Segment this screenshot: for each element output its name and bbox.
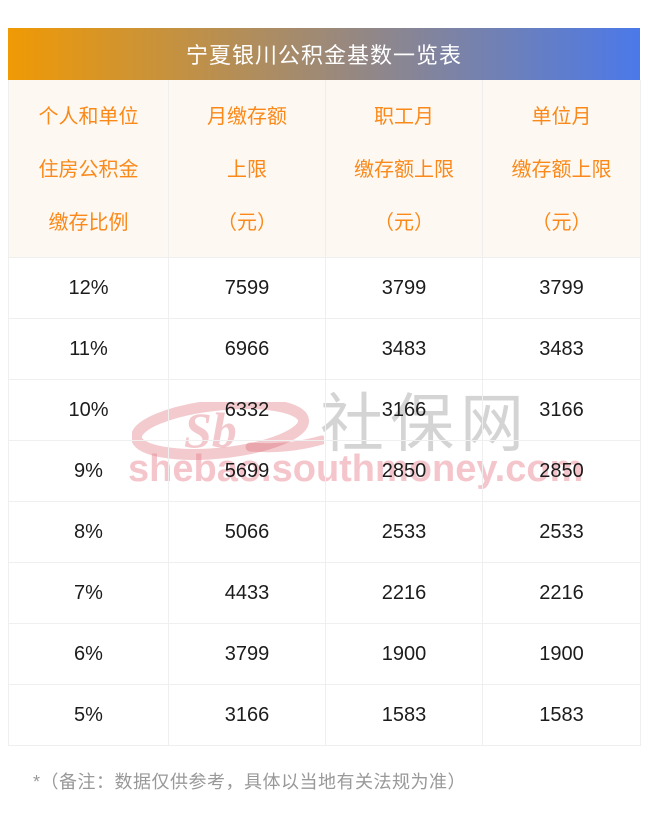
table-row: 5% 3166 1583 1583 [9,685,641,746]
ratio-cell: 10% [9,380,169,441]
value-cell: 3799 [483,258,641,319]
table-row: 11% 6966 3483 3483 [9,319,641,380]
ratio-cell: 5% [9,685,169,746]
header-line: 个人和单位 [38,106,139,128]
header-line: （元） [531,212,592,234]
header-cell-col2: 月缴存额上限 （元） [169,80,326,258]
table-row: 10% 6332 3166 3166 [9,380,641,441]
header-line: （元） [217,212,277,234]
value-cell: 3166 [169,685,326,746]
value-cell: 4433 [169,563,326,624]
header-cell-col3: 职工月缴存额上限 （元） [326,80,483,258]
table-title: 宁夏银川公积金基数一览表 [185,43,462,68]
footnote: *（备注：数据仅供参考，具体以当地有关法规为准） [33,772,467,792]
value-cell: 1583 [326,685,483,746]
value-cell: 3166 [483,380,641,441]
value-cell: 2850 [326,441,483,502]
value-cell: 3799 [169,624,326,685]
value-cell: 6966 [169,319,326,380]
value-cell: 3483 [326,319,483,380]
table-body: 12% 7599 3799 3799 11% 6966 3483 3483 10% 6332 316… [9,258,641,746]
value-cell: 3483 [483,319,641,380]
table-row: 9% 5699 2850 2850 [9,441,641,502]
value-cell: 2533 [483,502,641,563]
ratio-cell: 9% [9,441,169,502]
header-line: 住房公积金 [38,159,139,181]
value-cell: 1583 [483,685,641,746]
header-line: （元） [374,212,434,234]
value-cell: 5699 [169,441,326,502]
value-cell: 6332 [169,380,326,441]
ratio-cell: 7% [9,563,169,624]
header-line: 缴存额上限 [354,159,454,181]
table-row: 6% 3799 1900 1900 [9,624,641,685]
value-cell: 2216 [483,563,641,624]
table-header-row: 个人和单位 住房公积金 缴存比例 月缴存额 上限 （元） 职工月 缴存额上限 （元） 单位月 缴存额… [9,80,641,258]
header-line: 月缴存额 [207,106,287,128]
table-row: 12% 7599 3799 3799 [9,258,641,319]
value-cell: 3799 [326,258,483,319]
value-cell: 1900 [483,624,641,685]
value-cell: 2216 [326,563,483,624]
value-cell: 1900 [326,624,483,685]
ratio-cell: 6% [9,624,169,685]
value-cell: 3166 [326,380,483,441]
header-line: 单位月 [531,106,592,128]
value-cell: 2850 [483,441,641,502]
header-line: 缴存比例 [48,212,129,234]
header-cell-col4: 单位月缴存额上限 （元） [483,80,641,258]
header-line: 缴存额上限 [511,159,612,181]
table-row: 8% 5066 2533 2533 [9,502,641,563]
ratio-cell: 12% [9,258,169,319]
ratio-cell: 8% [9,502,169,563]
ratio-cell: 11% [9,319,169,380]
value-cell: 5066 [169,502,326,563]
table-row: 7% 4433 2216 2216 [9,563,641,624]
value-cell: 7599 [169,258,326,319]
header-line: 职工月 [374,106,434,128]
value-cell: 2533 [326,502,483,563]
header-cell-col1: 个人和单位住房公积金缴存比例 [9,80,169,258]
table-title-bar: 宁夏银川公积金基数一览表 [8,28,640,80]
header-line: 上限 [227,159,267,181]
fund-base-table: 个人和单位 住房公积金 缴存比例 月缴存额 上限 （元） 职工月 缴存额上限 （元） 单位月 缴存额… [8,80,641,746]
